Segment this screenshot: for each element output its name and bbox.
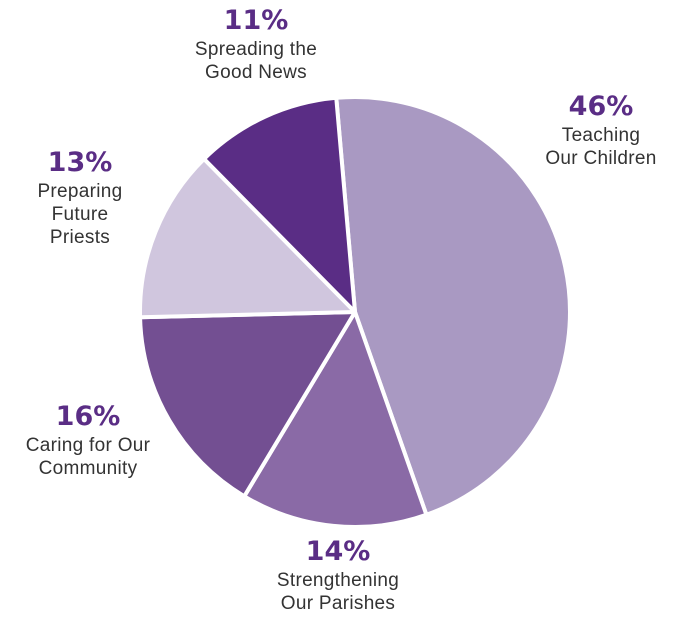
pie-slice-teaching-our-children (334, 95, 572, 517)
label-strengthening-our-parishes: 14% Strengthening Our Parishes (256, 537, 420, 615)
label-preparing-future-priests: 13% Preparing Future Priests (20, 148, 140, 249)
pie-slice-spreading-the-good-news (202, 95, 357, 314)
name-strengthening-line2: Our Parishes (280, 592, 396, 614)
label-caring-for-our-community: 16% Caring for Our Community (4, 402, 172, 480)
label-teaching-our-children: 46% Teaching Our Children (526, 92, 676, 170)
name-caring-line2: Community (38, 457, 138, 479)
value-caring-for-our-community: 16% (55, 401, 121, 432)
value-preparing-future-priests: 13% (47, 147, 113, 178)
name-preparing-line3: Priests (49, 227, 111, 249)
value-strengthening-our-parishes: 14% (305, 536, 371, 567)
name-spreading-line2: Good News (205, 61, 307, 83)
name-caring-line1: Caring for Our (25, 434, 151, 456)
name-strengthening-line1: Strengthening (276, 569, 400, 591)
label-spreading-the-good-news: 11% Spreading the Good News (176, 6, 336, 84)
value-spreading-the-good-news: 11% (223, 5, 289, 36)
pie-slice-caring-for-our-community (138, 310, 357, 499)
name-teaching-line1: Teaching (561, 124, 641, 146)
name-spreading-line1: Spreading the (194, 38, 318, 60)
name-teaching-line2: Our Children (545, 147, 657, 169)
name-preparing-line2: Future (51, 203, 109, 225)
value-teaching-our-children: 46% (568, 91, 634, 122)
pie-slice-strengthening-our-parishes (242, 310, 429, 529)
pie-slice-preparing-future-priests (138, 156, 357, 320)
name-preparing-line1: Preparing (37, 180, 123, 202)
